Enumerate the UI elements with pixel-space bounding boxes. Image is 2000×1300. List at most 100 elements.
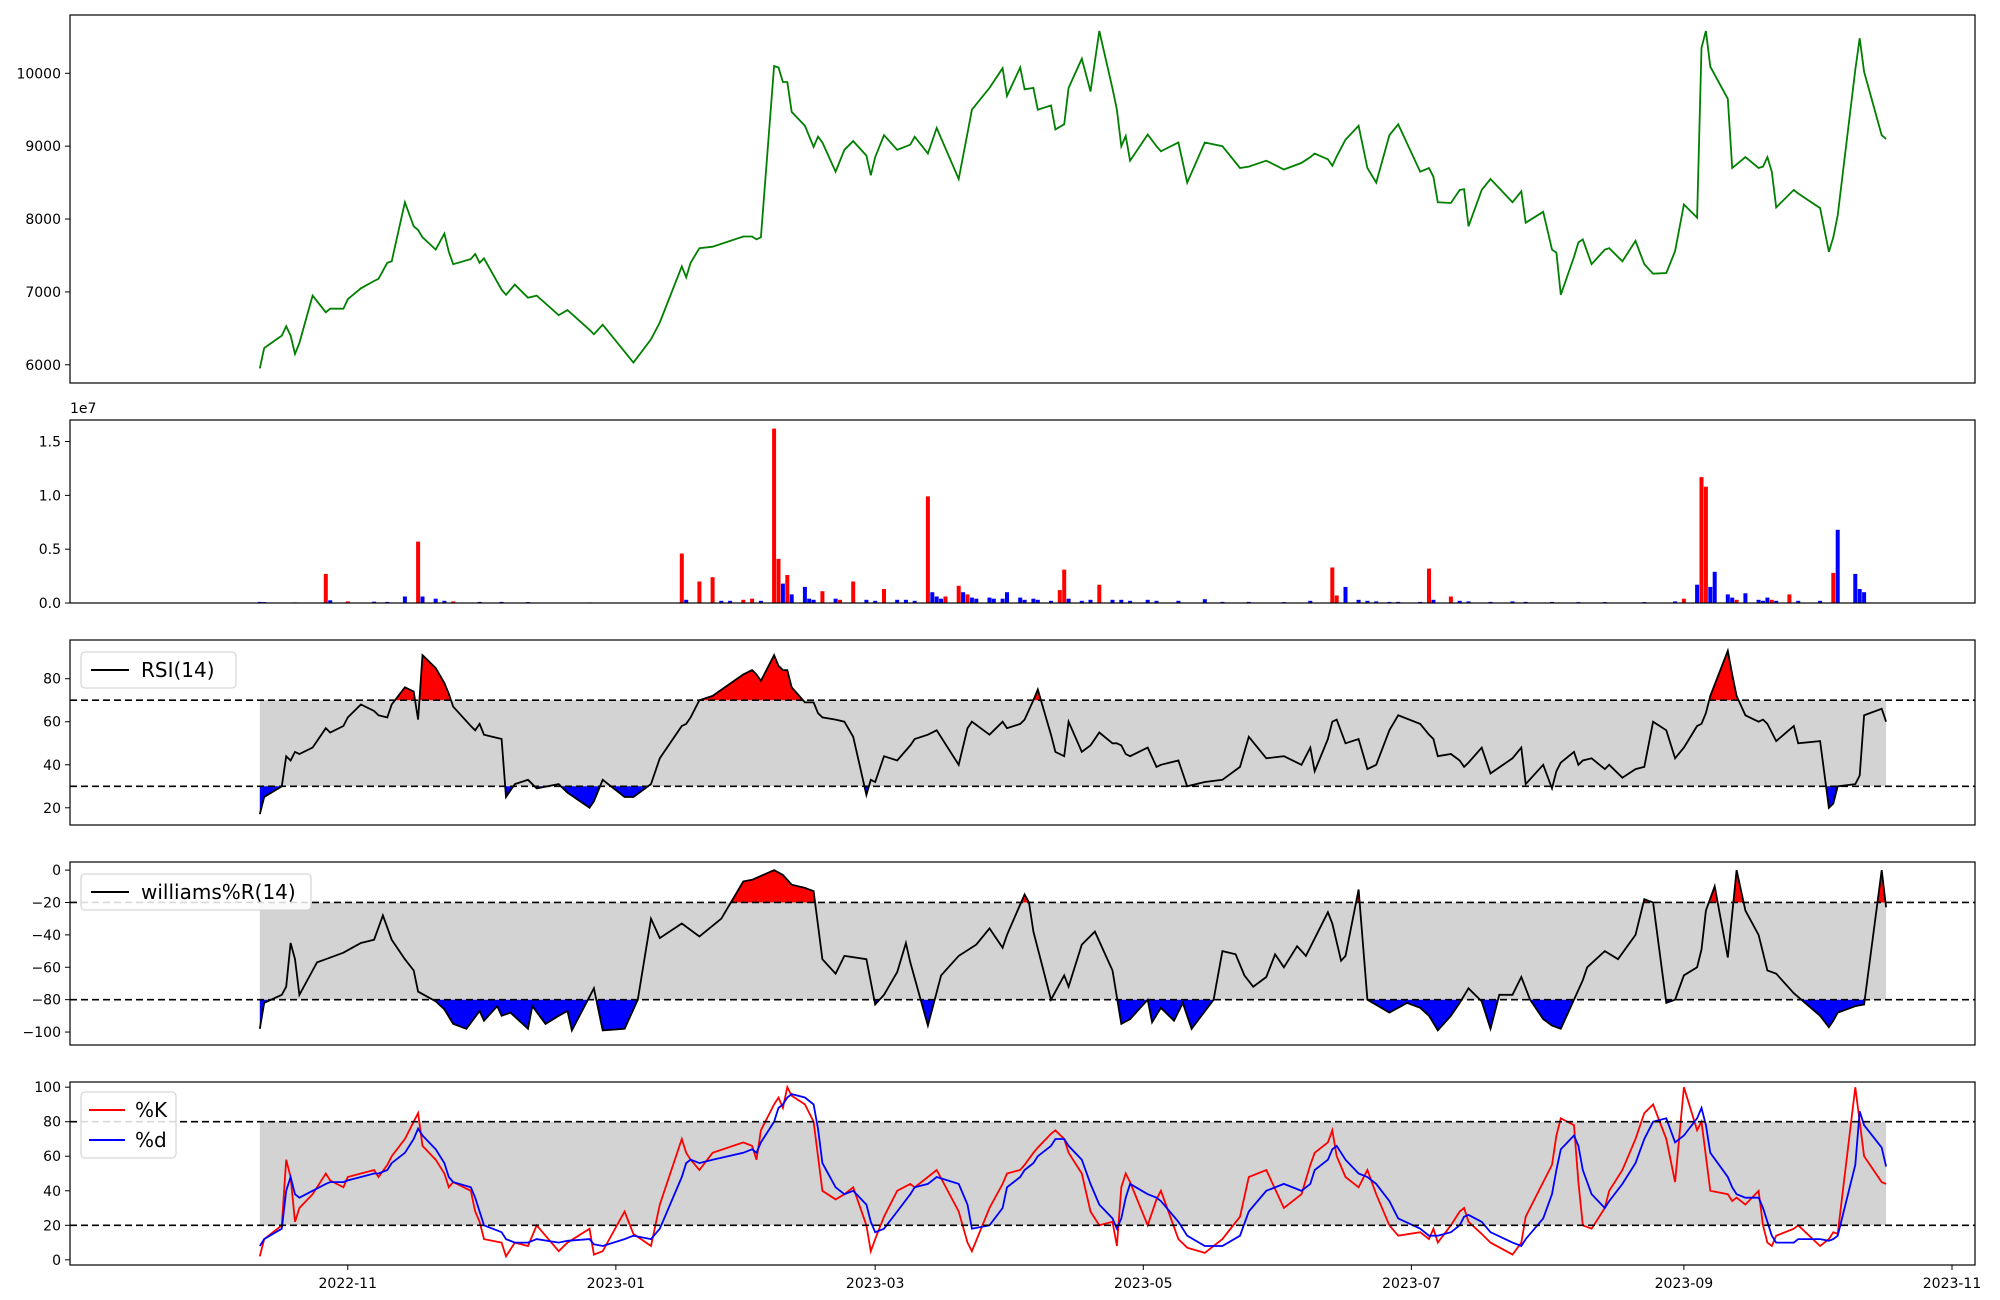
volume-bar <box>1708 586 1713 603</box>
volume-bar <box>1062 569 1067 603</box>
volume-bar <box>1119 599 1124 603</box>
volume-bar <box>1022 599 1027 603</box>
volume-bar <box>1699 477 1704 603</box>
volume-bar <box>328 600 333 603</box>
volume-bar <box>679 553 684 603</box>
williams-oversold-fill <box>1801 999 1865 1028</box>
price-ytick-label: 10000 <box>16 66 61 82</box>
volume-ytick-label: 1.5 <box>39 435 61 451</box>
volume-bar <box>1018 597 1023 603</box>
volume-bar <box>451 601 456 603</box>
volume-bar <box>1730 597 1735 603</box>
stochastic-ytick-label: 20 <box>43 1218 61 1234</box>
volume-bar <box>882 589 886 603</box>
volume-bar <box>903 599 908 603</box>
williams-oversold-fill <box>920 999 935 1026</box>
volume-bar <box>372 601 377 603</box>
volume-bar <box>776 558 781 603</box>
x-tick-label: 2023-03 <box>846 1276 905 1292</box>
volume-bar <box>934 596 939 603</box>
williams-band <box>259 902 1887 1000</box>
volume-bar <box>1857 589 1862 603</box>
rsi-axes <box>69 639 1976 826</box>
volume-bar <box>1681 598 1686 603</box>
volume-bar <box>1031 598 1036 603</box>
rsi-legend-label: RSI(14) <box>141 658 215 682</box>
volume-bar <box>1365 600 1370 603</box>
rsi-line <box>258 647 1887 815</box>
volume-bar <box>1457 600 1462 603</box>
stochastic-ytick-label: 60 <box>43 1149 61 1165</box>
stochastic-k-line <box>258 1084 1887 1259</box>
volume-bar <box>1673 601 1678 603</box>
volume-bar <box>780 583 785 603</box>
x-tick-label: 2023-01 <box>587 1276 646 1292</box>
stochastic-legend-d-label: %d <box>135 1128 167 1152</box>
volume-bar <box>433 598 438 603</box>
volume-bar <box>772 428 777 603</box>
volume-bar <box>1765 597 1770 603</box>
volume-bar <box>969 597 974 603</box>
stochastic-ytick-label: 80 <box>43 1115 61 1131</box>
x-tick-label: 2023-07 <box>1382 1276 1441 1292</box>
volume-bar <box>1734 599 1739 603</box>
stochastic-ytick-label: 40 <box>43 1184 61 1200</box>
price-ytick-label: 8000 <box>25 212 61 228</box>
volume-bar <box>802 586 807 603</box>
volume-bar <box>402 596 407 603</box>
x-tick-label: 2023-11 <box>1923 1276 1982 1292</box>
price-axes <box>69 14 1976 384</box>
x-tick-label: 2023-09 <box>1655 1276 1714 1292</box>
volume-bar <box>912 600 917 603</box>
price-line <box>258 30 1887 369</box>
volume-bar <box>345 601 350 603</box>
volume-ytick-label: 1.0 <box>39 488 61 504</box>
rsi-overbought-fill <box>419 655 451 701</box>
volume-bar <box>416 541 421 603</box>
volume-bar <box>1088 599 1093 603</box>
volume-bar <box>965 594 970 603</box>
williams-ytick-label: 0 <box>52 863 61 879</box>
rsi-ytick-label: 20 <box>43 801 61 817</box>
volume-bar <box>1466 601 1471 603</box>
volume-bar <box>1818 600 1823 603</box>
volume-bar <box>939 598 944 603</box>
volume-bar <box>811 599 816 603</box>
volume-bar <box>420 596 425 603</box>
volume-bar <box>1862 592 1867 603</box>
volume-bar <box>697 581 702 603</box>
volume-bar <box>1448 596 1453 603</box>
volume-bar <box>1154 600 1159 603</box>
williams-oversold-fill <box>1117 999 1148 1024</box>
volume-bar <box>1145 599 1150 603</box>
stochastic-legend-k-label: %K <box>135 1098 168 1122</box>
williams-oversold-fill <box>432 999 588 1031</box>
volume-bar <box>1695 584 1700 603</box>
volume-bar <box>895 599 900 603</box>
williams-oversold-fill <box>1530 999 1574 1029</box>
williams-ytick-label: −60 <box>31 960 61 976</box>
volume-bar <box>987 597 992 603</box>
volume-bar <box>925 496 930 603</box>
volume-bar <box>750 598 755 603</box>
volume-bar <box>864 599 869 603</box>
volume-bar <box>728 600 733 603</box>
volume-bar <box>851 581 856 603</box>
volume-bar <box>1796 600 1801 603</box>
volume-bar <box>1769 599 1774 603</box>
volume-bar <box>1079 600 1084 603</box>
volume-bar <box>1703 486 1708 603</box>
rsi-ytick-label: 40 <box>43 758 61 774</box>
williams-ytick-label: −100 <box>23 1025 61 1041</box>
volume-bar <box>991 598 996 603</box>
williams-legend-box <box>80 873 312 911</box>
volume-bar <box>807 598 812 603</box>
volume-bar <box>1761 600 1765 603</box>
volume-bar <box>820 591 825 603</box>
williams-oversold-fill <box>1367 999 1462 1031</box>
volume-bar <box>323 573 328 603</box>
stochastic-ytick-label: 100 <box>34 1080 61 1096</box>
volume-bar <box>1049 600 1053 603</box>
stochastic-band <box>259 1121 1887 1226</box>
